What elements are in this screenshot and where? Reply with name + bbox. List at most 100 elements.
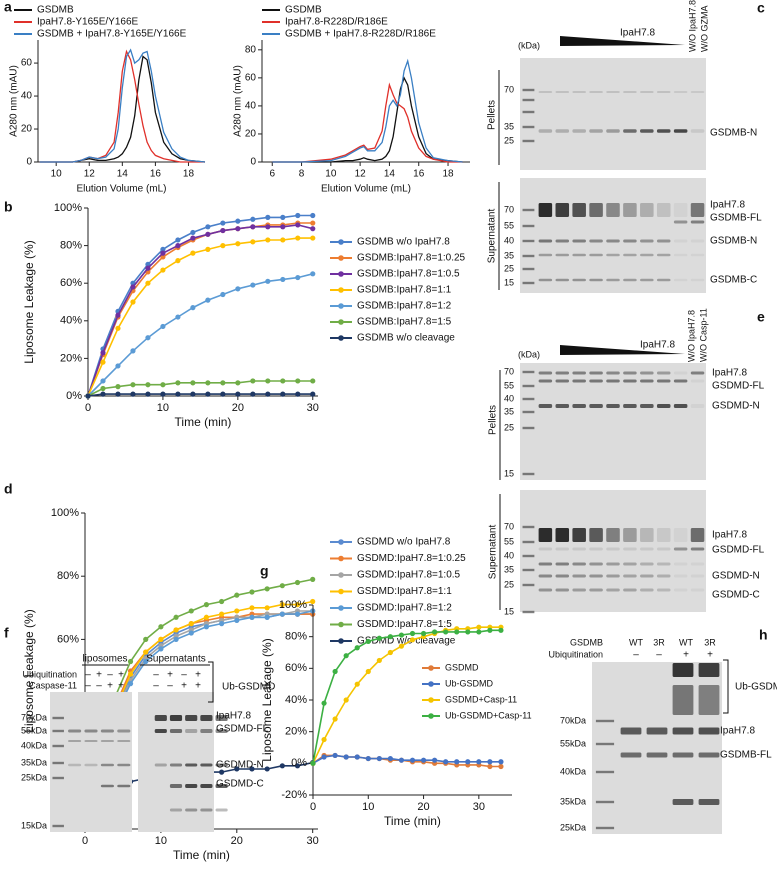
ladder-band <box>595 719 615 723</box>
data-point <box>235 218 241 224</box>
label: 70 <box>504 366 514 376</box>
data-point <box>476 629 482 635</box>
series-line <box>87 224 313 397</box>
gel-band <box>100 763 114 767</box>
data-point <box>205 224 211 230</box>
y-tick-label: 20 <box>21 124 33 135</box>
data-point <box>343 653 349 659</box>
x-axis-label: Time (min) <box>175 415 232 429</box>
label: Ubiquitination <box>22 669 77 679</box>
gel-band <box>673 278 688 282</box>
series-line <box>87 214 313 397</box>
legend-marker <box>338 621 344 628</box>
legend-marker <box>338 239 344 245</box>
gel-band <box>200 715 213 721</box>
y-axis-label: A280 nm (mAU) <box>233 65 244 137</box>
data-point <box>190 391 196 397</box>
y-tick-label: 40% <box>285 694 307 706</box>
data-point <box>294 602 301 608</box>
gel-band <box>640 91 654 93</box>
data-point <box>115 391 121 397</box>
data-point <box>203 624 210 630</box>
gel-band <box>200 784 213 788</box>
data-point <box>250 282 256 288</box>
data-point <box>310 598 316 605</box>
data-point <box>250 378 256 384</box>
data-point <box>175 237 181 243</box>
y-tick-label: 60% <box>60 277 82 289</box>
y-tick-label: 0 <box>250 157 256 168</box>
gel-band <box>572 129 586 133</box>
data-point <box>100 385 106 392</box>
label: GSDMD-FL <box>712 381 765 392</box>
legend-marker <box>338 335 344 341</box>
data-point <box>279 611 285 617</box>
ladder-band <box>595 770 615 774</box>
panel-letter: b <box>4 199 13 215</box>
ladder-band <box>522 281 535 285</box>
legend-label: GSDMD:IpaH7.8=1:1 <box>357 586 452 597</box>
label: 25 <box>504 422 514 432</box>
legend-marker <box>428 697 434 703</box>
gel-band <box>673 91 688 93</box>
data-point <box>160 246 166 252</box>
gel-band <box>589 253 603 257</box>
data-point <box>235 241 241 247</box>
series-line <box>87 380 313 397</box>
y-tick-label: 80 <box>245 44 257 55</box>
y-tick-label: 100% <box>51 507 79 519</box>
data-point <box>265 214 271 220</box>
data-point <box>498 627 504 633</box>
label: 25 <box>504 135 514 145</box>
gel-band <box>673 574 688 578</box>
legend-label: GSDMD:IpaH7.8=1:5 <box>357 619 452 630</box>
gel-band <box>538 547 553 551</box>
data-point <box>145 382 151 388</box>
data-point <box>250 216 256 222</box>
gel-band <box>169 784 183 788</box>
data-point <box>205 391 211 397</box>
gel-band <box>623 253 637 257</box>
x-tick-label: 16 <box>413 169 425 180</box>
gel-band <box>673 528 688 542</box>
label: Ubiquitination <box>548 649 603 659</box>
legend-label: Ub-GSDMD+Casp-11 <box>445 710 532 720</box>
label: 40 <box>504 550 514 560</box>
data-point <box>175 391 181 397</box>
x-tick-label: 12 <box>84 169 96 180</box>
gel-band <box>606 91 620 93</box>
label: 35 <box>504 406 514 416</box>
data-point <box>387 755 393 762</box>
ladder-band <box>522 208 535 212</box>
gel-band <box>154 763 167 767</box>
data-point <box>160 250 166 256</box>
label: – <box>107 670 113 681</box>
label: – <box>167 681 173 692</box>
gel-band <box>538 404 553 408</box>
data-point <box>264 614 270 620</box>
legend-label: GSDMD:IpaH7.8=1:0.25 <box>357 553 466 564</box>
data-point <box>188 608 194 614</box>
x-axis-label: Time (min) <box>384 814 441 828</box>
gel-band <box>169 715 183 721</box>
gel-band <box>200 763 213 767</box>
data-point <box>145 280 151 286</box>
data-point <box>143 636 149 643</box>
gel-band <box>84 729 98 733</box>
gel-band <box>555 278 570 282</box>
data-point <box>160 391 166 397</box>
gel-band <box>606 239 620 243</box>
gel-band <box>589 528 603 542</box>
label: – <box>153 670 159 681</box>
ladder-band <box>522 224 535 228</box>
gel-band <box>690 379 705 383</box>
gel-band <box>640 129 654 133</box>
y-tick-label: 80% <box>285 631 307 643</box>
gel-band <box>538 278 553 282</box>
gel-band <box>538 239 553 243</box>
gel-band <box>572 253 586 257</box>
data-point <box>432 757 438 763</box>
gel-band <box>538 129 553 133</box>
gel-band <box>100 729 114 733</box>
panel-letter: a <box>4 0 12 15</box>
